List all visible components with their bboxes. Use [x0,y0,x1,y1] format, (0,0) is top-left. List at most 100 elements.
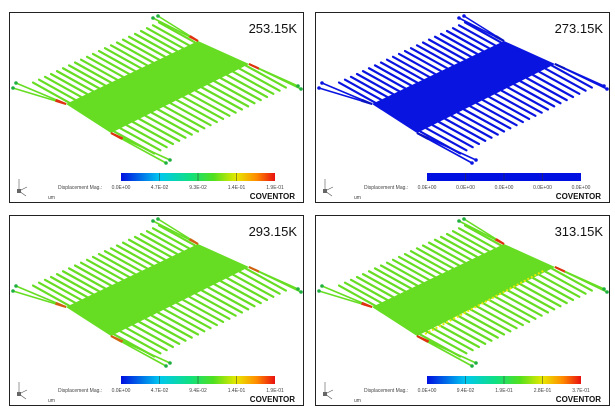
finger [73,61,113,84]
unit-label: um [354,195,361,201]
finger [445,232,485,256]
finger [244,64,287,89]
finger [437,323,481,349]
anchor [602,84,606,88]
finger [139,29,179,53]
colorbar-tick-label: 9.4E-02 [456,388,475,394]
proof-mass-plate [372,244,555,336]
finger [151,24,191,47]
simulation-panel: 313.15K Displacement Mag.: 0.0E+00 9.4E-02 1… [315,215,610,406]
finger [415,44,455,67]
finger [85,258,125,281]
anchor [156,217,160,221]
colorbar-tick-label: 3.7E-01 [572,388,590,394]
finger [175,98,218,124]
finger [427,241,467,264]
finger [150,314,193,339]
finger [409,47,449,70]
finger [431,327,474,352]
finger [138,320,181,345]
finger [238,270,281,295]
finger [219,280,262,305]
finger [103,47,143,70]
finger [361,70,401,93]
finger [145,230,185,253]
axis-triad-icon [323,179,334,197]
finger [550,267,593,292]
anchor [605,290,609,294]
finger [427,38,467,61]
finger [119,127,162,152]
finger [500,292,543,317]
finger [494,92,537,117]
temperature-label: 273.15K [554,21,603,36]
comb-structure [317,217,609,400]
finger [355,275,395,299]
finger [456,111,499,136]
axis-triad-icon [17,179,28,197]
finger [513,286,556,311]
finger [49,72,89,96]
anchor [296,84,300,88]
colorbar-tick-label: 0.0E+00 [571,185,591,191]
finger [337,81,377,104]
finger [379,264,419,287]
temperature-label: 313.15K [554,224,603,239]
colorbar-tick-label: 9.3E-02 [189,185,207,191]
finger [439,235,479,258]
spring-stress [189,238,199,245]
finger [232,70,275,95]
finger [232,273,275,298]
finger [115,244,155,267]
finger [156,311,200,336]
finger [188,92,231,117]
finger [119,330,162,355]
finger [463,21,503,44]
finger [506,86,550,111]
finger [55,273,95,296]
finger [481,98,524,124]
finger [144,317,187,342]
finger [49,275,89,299]
finger [213,80,256,105]
finger [431,124,474,149]
colorbar-label: Displacement Mag.: [364,388,409,394]
finger [403,49,443,73]
anchor [474,158,478,162]
spring-stress [554,63,566,70]
axis-triad-icon [17,382,28,400]
finger [121,241,161,264]
finger [538,70,581,95]
finger [55,70,95,93]
finger [97,49,137,73]
finger [163,308,206,333]
finger [550,64,593,89]
finger [450,114,493,139]
finger [219,77,262,102]
finger [403,252,443,276]
simulation-panel: 293.15K Displacement Mag.: 0.0E+00 4.7E-02 9… [9,215,304,406]
comb-structure [11,14,303,197]
temperature-label: 293.15K [248,224,297,239]
spring-stress [55,99,67,105]
finger [481,301,524,327]
finger [450,317,493,342]
finger [538,273,581,298]
brand-logo: COVENTOR [555,192,601,201]
finger [451,230,491,253]
finger [494,295,537,320]
finger [97,252,137,276]
finger [139,232,179,256]
unit-label: um [354,398,361,404]
anchor [462,217,466,221]
finger [425,127,468,152]
finger [409,250,449,273]
finger [361,273,401,296]
spring-stress [554,266,566,273]
colorbar-label: Displacement Mag.: [58,388,103,394]
finger [456,314,499,339]
colorbar-label: Displacement Mag.: [364,185,409,191]
finger [439,32,479,55]
comb-structure [317,14,609,197]
finger [379,61,419,84]
